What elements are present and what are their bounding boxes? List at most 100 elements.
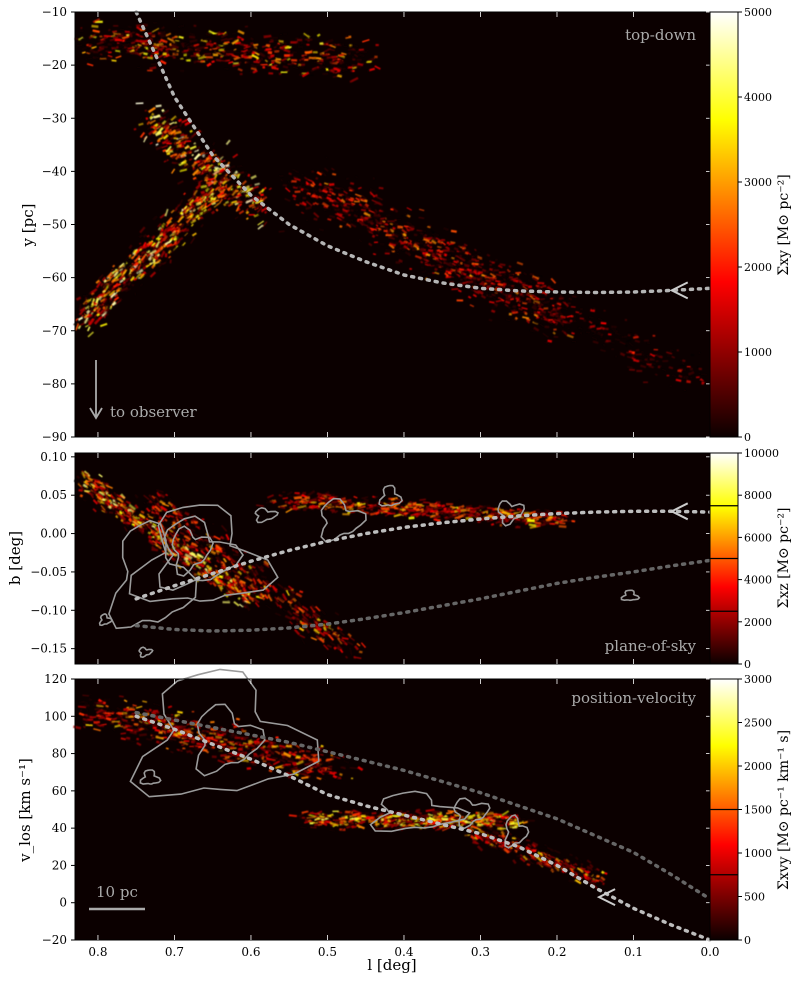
heatmap-cell xyxy=(636,370,642,372)
heatmap-cell xyxy=(510,291,513,293)
heatmap-cell xyxy=(394,219,401,221)
heatmap-cell xyxy=(374,56,377,58)
heatmap-cell xyxy=(380,243,385,245)
heatmap-cell xyxy=(654,349,658,351)
heatmap-cell xyxy=(553,328,556,330)
heatmap-cell xyxy=(197,42,201,44)
heatmap-cell xyxy=(583,320,586,322)
heatmap-cell xyxy=(456,514,461,516)
heatmap-cell xyxy=(528,301,532,303)
heatmap-cell xyxy=(142,46,144,48)
heatmap-cell xyxy=(476,276,479,278)
heatmap-cell xyxy=(183,54,186,56)
heatmap-cell xyxy=(306,219,308,221)
heatmap-cell xyxy=(409,509,415,512)
heatmap-cell xyxy=(653,335,656,337)
heatmap-cell xyxy=(462,246,466,248)
heatmap-cell xyxy=(409,501,411,503)
heatmap-cell xyxy=(510,298,513,300)
heatmap-cell xyxy=(499,280,501,282)
colorbar-tick-label: 0 xyxy=(744,658,751,671)
heatmap-cell xyxy=(366,70,369,73)
panel-plane-of-sky: −0.15−0.10−0.050.000.050.10 plane-of-sky… xyxy=(6,447,792,671)
heatmap-cell xyxy=(321,59,324,62)
heatmap-cell xyxy=(385,253,390,255)
heatmap-cell xyxy=(211,47,213,49)
heatmap-cell xyxy=(375,44,378,46)
heatmap-cell xyxy=(487,507,493,509)
heatmap-cell xyxy=(446,509,453,511)
heatmap-cell xyxy=(388,498,393,500)
heatmap-cell xyxy=(304,59,308,61)
heatmap-cell xyxy=(544,307,549,309)
colorbar-tick-label: 10000 xyxy=(744,447,779,460)
heatmap-cell xyxy=(420,234,425,236)
heatmap-cell xyxy=(366,50,368,52)
heatmap-cell xyxy=(484,275,486,277)
heatmap-cell xyxy=(462,261,465,263)
heatmap-cell xyxy=(178,59,186,61)
heatmap-cell xyxy=(509,313,512,316)
heatmap-cell xyxy=(510,283,516,285)
heatmap-cell xyxy=(309,505,313,507)
colorbar-tick-label: 4000 xyxy=(744,574,772,587)
heatmap-cell xyxy=(249,214,255,216)
y-tick-label: −0.15 xyxy=(30,642,67,656)
heatmap-cell xyxy=(326,68,329,71)
y-tick-label: 0.00 xyxy=(40,527,67,541)
heatmap-cell xyxy=(402,236,407,238)
heatmap-cell xyxy=(432,272,435,274)
heatmap-cell xyxy=(101,46,108,48)
heatmap-cell xyxy=(290,54,294,56)
heatmap-cell xyxy=(485,284,491,286)
heatmap-cell xyxy=(670,349,674,351)
colorbar-tick-label: 2000 xyxy=(744,616,772,629)
heatmap-cell xyxy=(374,241,378,243)
heatmap-cell xyxy=(615,355,617,357)
y-tick-label: 0.05 xyxy=(40,488,67,502)
heatmap-cell xyxy=(309,57,317,59)
heatmap-cell xyxy=(303,197,306,199)
panel-top-down-ylabel: y [pc] xyxy=(19,204,37,248)
heatmap-cell xyxy=(413,503,416,506)
colorbar-tick-label: 6000 xyxy=(744,531,772,544)
heatmap-cell xyxy=(395,242,399,245)
heatmap-cell xyxy=(153,22,158,24)
heatmap-cell xyxy=(508,270,510,271)
heatmap-cell xyxy=(580,308,583,311)
heatmap-cell xyxy=(533,296,536,298)
y-tick-label: −0.05 xyxy=(30,565,67,579)
heatmap-cell xyxy=(246,61,250,64)
heatmap-cell xyxy=(528,299,534,300)
heatmap-cell xyxy=(236,190,239,192)
panel-top-down: −90−80−70−60−50−40−30−20−10 top-down to … xyxy=(19,5,792,444)
heatmap-cell xyxy=(545,326,550,329)
heatmap-cell xyxy=(357,59,362,62)
heatmap-cell xyxy=(193,25,196,27)
heatmap-cell xyxy=(324,200,328,203)
colorbar-tick-label: 3000 xyxy=(744,176,772,189)
heatmap-cell xyxy=(211,198,216,200)
heatmap-cell xyxy=(163,53,167,56)
heatmap-cell xyxy=(323,73,329,75)
heatmap-cell xyxy=(567,303,570,305)
heatmap-cell xyxy=(284,54,291,57)
heatmap-cell xyxy=(181,43,184,45)
heatmap-cell xyxy=(262,34,268,35)
heatmap-cell xyxy=(696,376,700,378)
heatmap-cell xyxy=(611,348,614,350)
heatmap-cell xyxy=(167,143,172,145)
heatmap-cell xyxy=(340,505,344,506)
heatmap-cell xyxy=(130,39,136,41)
heatmap-cell xyxy=(135,52,138,55)
heatmap-cell xyxy=(560,295,562,297)
y-tick-label: −50 xyxy=(42,218,67,232)
heatmap-cell xyxy=(84,38,86,40)
heatmap-cell xyxy=(134,293,136,296)
panel-plane-of-sky-label: plane-of-sky xyxy=(605,637,697,655)
heatmap-cell xyxy=(662,360,668,362)
heatmap-cell xyxy=(490,278,492,280)
heatmap-cell xyxy=(125,31,130,33)
colorbar-tick-label: 8000 xyxy=(744,489,772,502)
